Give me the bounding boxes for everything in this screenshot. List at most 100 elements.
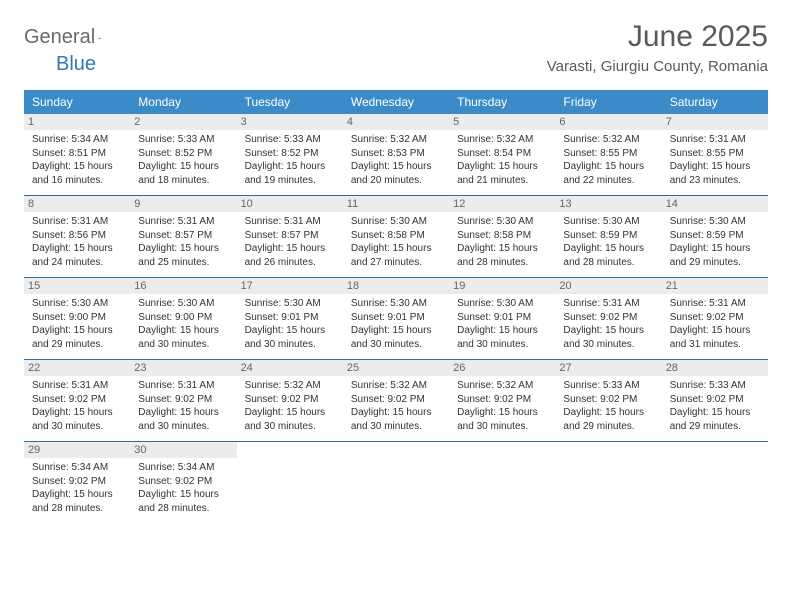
daylight-text: Daylight: 15 hours	[32, 160, 122, 174]
calendar-body: 1Sunrise: 5:34 AMSunset: 8:51 PMDaylight…	[24, 114, 768, 523]
sunset-text: Sunset: 9:02 PM	[563, 311, 653, 325]
daylight-text: Daylight: 15 hours	[351, 160, 441, 174]
daylight-text: and 30 minutes.	[138, 338, 228, 352]
sunset-text: Sunset: 9:02 PM	[457, 393, 547, 407]
calendar-week-row: 15Sunrise: 5:30 AMSunset: 9:00 PMDayligh…	[24, 278, 768, 360]
sunrise-text: Sunrise: 5:30 AM	[245, 297, 335, 311]
calendar-day-cell: 14 Sunrise: 5:30 AMSunset: 8:59 PMDayligh…	[662, 196, 768, 278]
day-number: 30	[130, 442, 236, 458]
day-number: 26	[449, 360, 555, 376]
daylight-text: and 30 minutes.	[138, 420, 228, 434]
calendar-day-cell	[449, 442, 555, 524]
daylight-text: Daylight: 15 hours	[32, 242, 122, 256]
sunset-text: Sunset: 8:59 PM	[670, 229, 760, 243]
sunrise-text: Sunrise: 5:30 AM	[351, 215, 441, 229]
sunrise-text: Sunrise: 5:30 AM	[32, 297, 122, 311]
day-number: 23	[130, 360, 236, 376]
daylight-text: Daylight: 15 hours	[457, 406, 547, 420]
daylight-text: Daylight: 15 hours	[32, 488, 122, 502]
sunset-text: Sunset: 9:02 PM	[670, 311, 760, 325]
daylight-text: Daylight: 15 hours	[563, 324, 653, 338]
calendar-day-cell: 11Sunrise: 5:30 AMSunset: 8:58 PMDayligh…	[343, 196, 449, 278]
sunrise-text: Sunrise: 5:31 AM	[138, 379, 228, 393]
day-number: 27	[555, 360, 661, 376]
weekday-header: Saturday	[662, 90, 768, 114]
sunrise-text: Sunrise: 5:33 AM	[670, 379, 760, 393]
sunrise-text: Sunrise: 5:33 AM	[563, 379, 653, 393]
daylight-text: and 25 minutes.	[138, 256, 228, 270]
daylight-text: Daylight: 15 hours	[670, 242, 760, 256]
daylight-text: Daylight: 15 hours	[670, 324, 760, 338]
sunset-text: Sunset: 8:56 PM	[32, 229, 122, 243]
calendar-week-row: 8Sunrise: 5:31 AMSunset: 8:56 PMDaylight…	[24, 196, 768, 278]
day-number: 25	[343, 360, 449, 376]
daylight-text: and 30 minutes.	[245, 420, 335, 434]
sunset-text: Sunset: 9:00 PM	[138, 311, 228, 325]
daylight-text: Daylight: 15 hours	[138, 406, 228, 420]
daylight-text: and 19 minutes.	[245, 174, 335, 188]
sunset-text: Sunset: 8:58 PM	[457, 229, 547, 243]
daylight-text: Daylight: 15 hours	[138, 160, 228, 174]
daylight-text: and 20 minutes.	[351, 174, 441, 188]
calendar-day-cell: 3Sunrise: 5:33 AMSunset: 8:52 PMDaylight…	[237, 114, 343, 196]
calendar-day-cell	[662, 442, 768, 524]
sunrise-text: Sunrise: 5:33 AM	[138, 133, 228, 147]
daylight-text: and 22 minutes.	[563, 174, 653, 188]
daylight-text: and 28 minutes.	[32, 502, 122, 516]
sunset-text: Sunset: 9:02 PM	[138, 393, 228, 407]
day-number: 16	[130, 278, 236, 294]
sunrise-text: Sunrise: 5:31 AM	[670, 133, 760, 147]
daylight-text: Daylight: 15 hours	[138, 324, 228, 338]
daylight-text: and 27 minutes.	[351, 256, 441, 270]
calendar-day-cell: 15Sunrise: 5:30 AMSunset: 9:00 PMDayligh…	[24, 278, 130, 360]
sunrise-text: Sunrise: 5:30 AM	[563, 215, 653, 229]
sunset-text: Sunset: 8:55 PM	[563, 147, 653, 161]
daylight-text: and 30 minutes.	[563, 338, 653, 352]
calendar-day-cell: 29Sunrise: 5:34 AMSunset: 9:02 PMDayligh…	[24, 442, 130, 524]
day-number: 12	[449, 196, 555, 212]
calendar-week-row: 22Sunrise: 5:31 AMSunset: 9:02 PMDayligh…	[24, 360, 768, 442]
sunrise-text: Sunrise: 5:30 AM	[457, 215, 547, 229]
day-number: 28	[662, 360, 768, 376]
calendar-day-cell: 19Sunrise: 5:30 AMSunset: 9:01 PMDayligh…	[449, 278, 555, 360]
sunset-text: Sunset: 9:02 PM	[32, 475, 122, 489]
sunrise-text: Sunrise: 5:31 AM	[670, 297, 760, 311]
sunset-text: Sunset: 8:53 PM	[351, 147, 441, 161]
day-number: 6	[555, 114, 661, 130]
calendar-day-cell: 23 Sunrise: 5:31 AMSunset: 9:02 PMDayligh…	[130, 360, 236, 442]
daylight-text: Daylight: 15 hours	[351, 242, 441, 256]
sunset-text: Sunset: 9:02 PM	[563, 393, 653, 407]
sunrise-text: Sunrise: 5:30 AM	[670, 215, 760, 229]
day-number: 11	[343, 196, 449, 212]
day-number: 18	[343, 278, 449, 294]
daylight-text: and 26 minutes.	[245, 256, 335, 270]
day-number: 10	[237, 196, 343, 212]
sunrise-text: Sunrise: 5:30 AM	[138, 297, 228, 311]
calendar-day-cell: 2Sunrise: 5:33 AMSunset: 8:52 PMDaylight…	[130, 114, 236, 196]
calendar-day-cell: 13 Sunrise: 5:30 AMSunset: 8:59 PMDayligh…	[555, 196, 661, 278]
brand-logo: General	[24, 20, 118, 49]
sunrise-text: Sunrise: 5:32 AM	[457, 133, 547, 147]
sunset-text: Sunset: 9:02 PM	[245, 393, 335, 407]
location-text: Varasti, Giurgiu County, Romania	[547, 58, 768, 75]
daylight-text: Daylight: 15 hours	[670, 160, 760, 174]
calendar-day-cell: 16 Sunrise: 5:30 AMSunset: 9:00 PMDayligh…	[130, 278, 236, 360]
calendar-day-cell: 6Sunrise: 5:32 AMSunset: 8:55 PMDaylight…	[555, 114, 661, 196]
weekday-header: Tuesday	[237, 90, 343, 114]
daylight-text: and 29 minutes.	[670, 420, 760, 434]
day-number: 8	[24, 196, 130, 212]
day-number: 14	[662, 196, 768, 212]
sunset-text: Sunset: 8:59 PM	[563, 229, 653, 243]
sunset-text: Sunset: 8:52 PM	[245, 147, 335, 161]
sunset-text: Sunset: 9:02 PM	[138, 475, 228, 489]
daylight-text: Daylight: 15 hours	[245, 406, 335, 420]
sunset-text: Sunset: 9:01 PM	[351, 311, 441, 325]
calendar-day-cell: 22Sunrise: 5:31 AMSunset: 9:02 PMDayligh…	[24, 360, 130, 442]
day-number: 13	[555, 196, 661, 212]
sunrise-text: Sunrise: 5:34 AM	[138, 461, 228, 475]
day-number: 5	[449, 114, 555, 130]
daylight-text: Daylight: 15 hours	[563, 242, 653, 256]
weekday-header: Thursday	[449, 90, 555, 114]
daylight-text: Daylight: 15 hours	[138, 242, 228, 256]
calendar-day-cell: 28Sunrise: 5:33 AMSunset: 9:02 PMDayligh…	[662, 360, 768, 442]
